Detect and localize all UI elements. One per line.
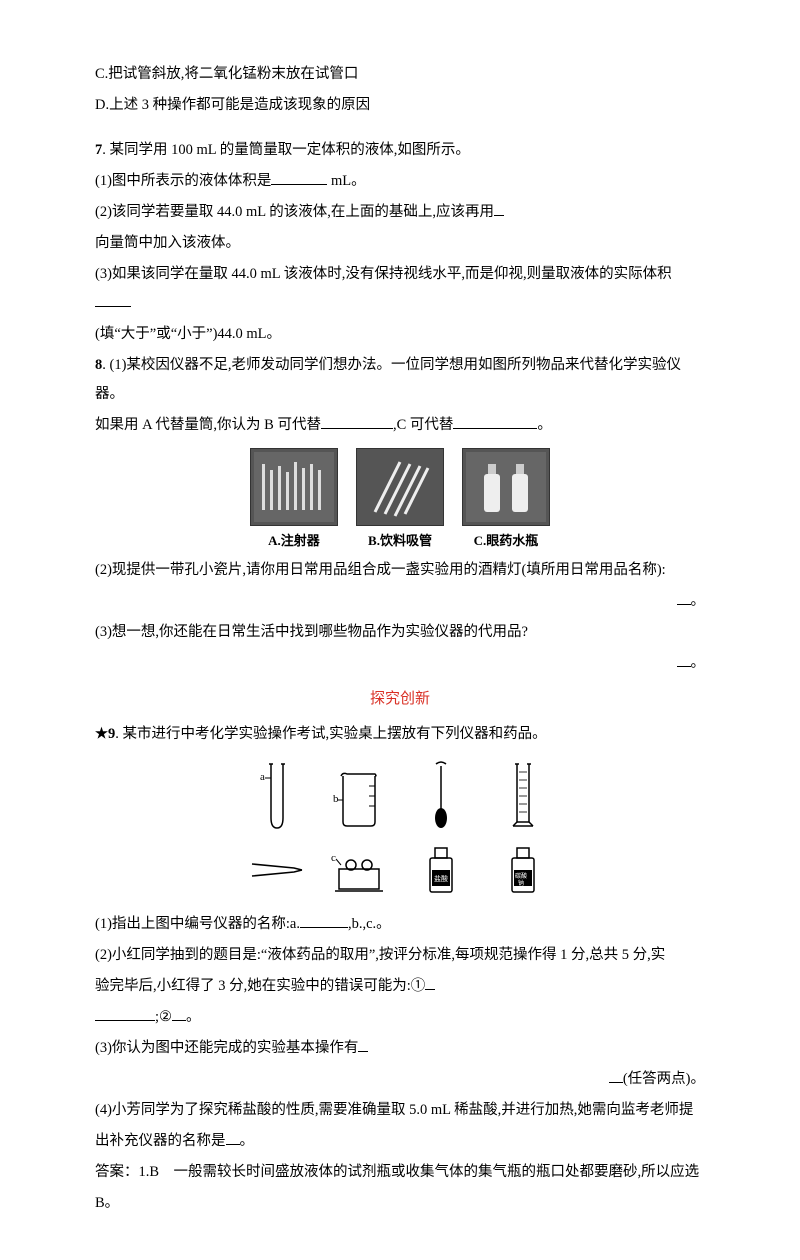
q9-p1a: (1)指出上图中编号仪器的名称:a. [95,916,300,932]
svg-text:b: b [333,793,339,805]
q8-img-b: B.饮料吸管 [356,448,444,554]
svg-text:碳酸: 碳酸 [515,872,527,880]
q7-blank1[interactable] [271,184,327,185]
q9-blank-a[interactable] [300,927,348,928]
q7-blank2[interactable] [494,215,504,216]
apparatus-test-tube: a [246,757,308,832]
svg-text:c: c [331,852,336,864]
q7-p3a: (3)如果该同学在量取 44.0 mL 该液体时,没有保持视线水平,而是仰视,则… [95,260,705,318]
q8-img-a-label: A.注射器 [250,528,338,554]
apparatus-reagent-bottle-2: 碳酸 钠 [492,840,554,900]
q8-blank-p3[interactable] [677,666,691,667]
q9-p2b-text: 验完毕后,小红得了 3 分,她在实验中的错误可能为:① [95,978,425,994]
apparatus-beaker: b [328,757,390,832]
q9-blank-p3[interactable] [358,1051,368,1052]
q9-p4b-text: 出补充仪器的名称是 [95,1133,226,1149]
answer-line1: 答案：1.B 一般需较长时间盛放液体的试剂瓶或收集气体的集气瓶的瓶口处都要磨砂,… [95,1158,705,1187]
straw-icon [360,452,440,522]
apparatus-rack: c [328,840,390,900]
q9-p1b: ,b.,c.。 [348,916,391,932]
apparatus-reagent-bottle: 盐酸 [410,840,472,900]
q-prev-option-c: C.把试管斜放,将二氧化锰粉末放在试管口 [95,60,705,89]
q9-p2c: ;② 。 [95,1003,705,1032]
q9-p4a: (4)小芳同学为了探究稀盐酸的性质,需要准确量取 5.0 mL 稀盐酸,并进行加… [95,1096,705,1125]
q7-blank3[interactable] [95,306,131,307]
q8-blankC[interactable] [453,428,537,429]
q9-p1: (1)指出上图中编号仪器的名称:a. ,b.,c.。 [95,910,705,939]
q8-line1b: ,C 可代替 [393,417,453,433]
q8-head: 8. (1)某校因仪器不足,老师发动同学们想办法。一位同学想用如图所列物品来代替… [95,351,705,409]
q9-p3: (3)你认为图中还能完成的实验基本操作有 [95,1034,705,1063]
q7-head: 77. 某同学用 100 mL 的量筒量取一定体积的液体,如图所示。. 某同学用… [95,136,705,165]
q9-p2a: (2)小红同学抽到的题目是:“液体药品的取用”,按评分标准,每项规范操作得 1 … [95,941,705,970]
q8-blank-p2[interactable] [677,604,691,605]
q8-line1a: 如果用 A 代替量筒,你认为 B 可代替 [95,417,321,433]
section-tanjiu: 探究创新 [95,684,705,714]
q8-blankB[interactable] [321,428,393,429]
apparatus-tweezers [246,840,308,900]
q8-img-c: C.眼药水瓶 [462,448,550,554]
q9-blank-err1[interactable] [425,989,435,990]
q9-p3r-text: (任答两点)。 [623,1071,705,1087]
q8-p2b: 。 [691,593,706,609]
q8-img-c-label: C.眼药水瓶 [462,528,550,554]
q8-line1c: 。 [537,417,552,433]
q7-p1b: mL。 [327,173,365,189]
q9-p4c-text: 。 [240,1133,255,1149]
q7-p2a-text: (2)该同学若要量取 44.0 mL 的该液体,在上面的基础上,应该再用 [95,204,494,220]
q7-p3b: (填“大于”或“小于”)44.0 mL。 [95,320,705,349]
q9-blank-err1b[interactable] [95,1020,155,1021]
svg-text:钠: 钠 [518,879,524,887]
eyedrop-bottle-icon [466,452,546,522]
syringe-icon [254,452,334,522]
q-prev-option-d: D.上述 3 种操作都可能是造成该现象的原因 [95,91,705,120]
apparatus-cylinder [492,757,554,832]
q8-p2: (2)现提供一带孔小瓷片,请你用日常用品组合成一盏实验用的酒精灯(填所用日常用品… [95,556,705,585]
q8-img-b-label: B.饮料吸管 [356,528,444,554]
apparatus-brush [410,757,472,832]
q9-p3-text: (3)你认为图中还能完成的实验基本操作有 [95,1040,358,1056]
q9-blank-err2[interactable] [172,1020,186,1021]
q7-p1: (1)图中所表示的液体体积是 mL。 [95,167,705,196]
q9-head: ★9. 某市进行中考化学实验操作考试,实验桌上摆放有下列仪器和药品。 [95,720,705,749]
q8-line1: 如果用 A 代替量筒,你认为 B 可代替 ,C 可代替 。 [95,411,705,440]
q8-p2-end: 。 [95,587,705,616]
q7-p2a: (2)该同学若要量取 44.0 mL 的该液体,在上面的基础上,应该再用 [95,198,705,227]
q7-p3a-text: (3)如果该同学在量取 44.0 mL 该液体时,没有保持视线水平,而是仰视,则… [95,266,672,282]
svg-text:a: a [260,771,265,783]
q9-p2c-text: ;② [155,1009,172,1025]
q8-images: A.注射器 B.饮料吸管 C.眼药水瓶 [95,448,705,554]
q8-img-a: A.注射器 [250,448,338,554]
q8-p3: (3)想一想,你还能在日常生活中找到哪些物品作为实验仪器的代用品? [95,618,705,647]
q8-p3-end: 。 [95,649,705,678]
q7-p1a: (1)图中所表示的液体体积是 [95,173,271,189]
q7-p2b: 向量筒中加入该液体。 [95,229,705,258]
answer-line2: B。 [95,1189,705,1218]
q9-p4b: 出补充仪器的名称是。 [95,1127,705,1156]
q9-p3r: (任答两点)。 [95,1065,705,1094]
q9-p2b: 验完毕后,小红得了 3 分,她在实验中的错误可能为:① [95,972,705,1001]
q9-p2d-text: 。 [186,1009,201,1025]
q9-blank-p3b[interactable] [609,1082,623,1083]
svg-text:盐酸: 盐酸 [434,874,448,883]
q8-p3b: 。 [691,655,706,671]
q9-apparatus-grid: a b [95,757,705,900]
q9-blank-p4[interactable] [226,1144,240,1145]
